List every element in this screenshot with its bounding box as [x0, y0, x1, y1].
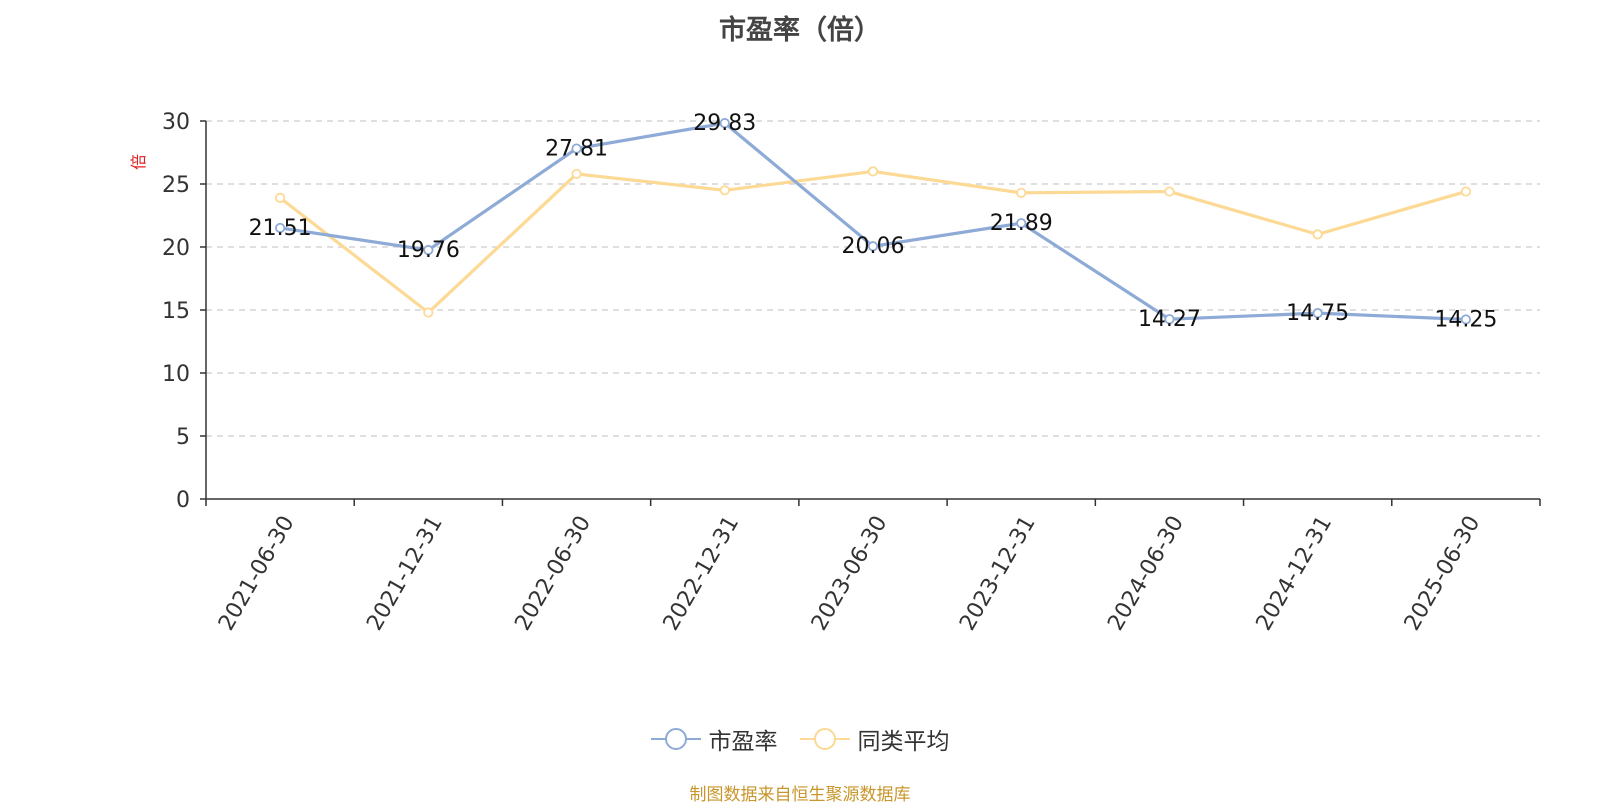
data-point-pe[interactable] [423, 244, 434, 256]
data-point-average[interactable] [1164, 186, 1175, 197]
legend-label-average: 同类平均 [857, 729, 950, 755]
data-label-pe: 27.81 [545, 137, 608, 162]
data-point-pe[interactable] [1460, 314, 1471, 325]
y-tick-label: 0 [176, 488, 190, 513]
legend-item-pe[interactable]: 市盈率 [650, 722, 778, 756]
y-tick-label: 15 [162, 299, 190, 324]
data-point-pe[interactable] [275, 222, 286, 234]
data-point-pe[interactable] [867, 241, 879, 252]
x-tick-label: 2024-12-31 [1252, 512, 1338, 635]
data-label-pe: 21.89 [990, 211, 1053, 236]
y-tick-label: 25 [162, 173, 190, 198]
x-tick-label: 2023-12-31 [955, 512, 1041, 635]
data-point-pe[interactable] [571, 143, 582, 154]
legend-line-circle-icon [650, 728, 701, 750]
data-label-pe: 21.51 [249, 216, 312, 241]
data-labels: 21.51 19.76 27.81 29.83 20.06 21.89 14.27 14.75… [249, 111, 1498, 332]
x-tick-label: 2024-06-30 [1103, 512, 1189, 635]
data-point-average[interactable] [275, 192, 286, 203]
source-note: 制图数据来自恒生聚源数据库 [689, 785, 911, 805]
data-point-average[interactable] [571, 168, 582, 180]
x-tick-label: 2021-06-30 [214, 512, 300, 635]
data-point-average[interactable] [1312, 229, 1323, 240]
legend-label-pe: 市盈率 [708, 729, 778, 755]
series-line-pe [279, 121, 1466, 322]
y-tick-label: 20 [162, 236, 190, 261]
data-label-pe: 14.27 [1138, 307, 1201, 332]
x-tick-label: 2022-06-30 [510, 512, 596, 635]
axes [200, 120, 1541, 506]
data-label-pe: 14.25 [1434, 307, 1497, 332]
series-lines [275, 118, 1471, 325]
legend-item-average[interactable]: 同类平均 [799, 722, 950, 756]
data-point-pe[interactable] [1312, 308, 1323, 319]
data-label-pe: 14.75 [1286, 301, 1349, 326]
chart-title: 市盈率（倍） [719, 15, 881, 46]
data-label-pe: 19.76 [397, 238, 460, 263]
x-tick-label: 2022-12-31 [659, 512, 745, 635]
data-point-average[interactable] [719, 185, 730, 196]
data-point-average[interactable] [867, 166, 879, 177]
x-tick-labels: 2021-06-30 2021-12-31 2022-06-30 2022-12-31… [214, 512, 1485, 635]
legend-line-circle-icon [799, 728, 850, 750]
y-axis-unit-label: 倍 [129, 154, 148, 170]
x-tick-label: 2021-12-31 [362, 512, 448, 635]
data-point-average[interactable] [1016, 187, 1027, 198]
data-point-pe[interactable] [1016, 218, 1027, 229]
y-tick-label: 5 [176, 425, 190, 450]
y-tick-labels: 0 5 10 15 20 25 30 [162, 110, 190, 513]
data-point-pe[interactable] [719, 118, 730, 129]
x-tick-label: 2023-06-30 [807, 512, 893, 635]
y-tick-label: 10 [162, 362, 190, 387]
data-label-pe: 29.83 [693, 111, 756, 136]
data-point-pe[interactable] [1164, 314, 1175, 325]
data-point-average[interactable] [423, 307, 434, 318]
data-label-pe: 20.06 [842, 234, 905, 259]
x-tick-label: 2025-06-30 [1400, 512, 1486, 635]
y-tick-label: 30 [162, 110, 190, 135]
data-point-average[interactable] [1460, 186, 1471, 197]
legend: 市盈率 同类平均 [0, 722, 1600, 756]
